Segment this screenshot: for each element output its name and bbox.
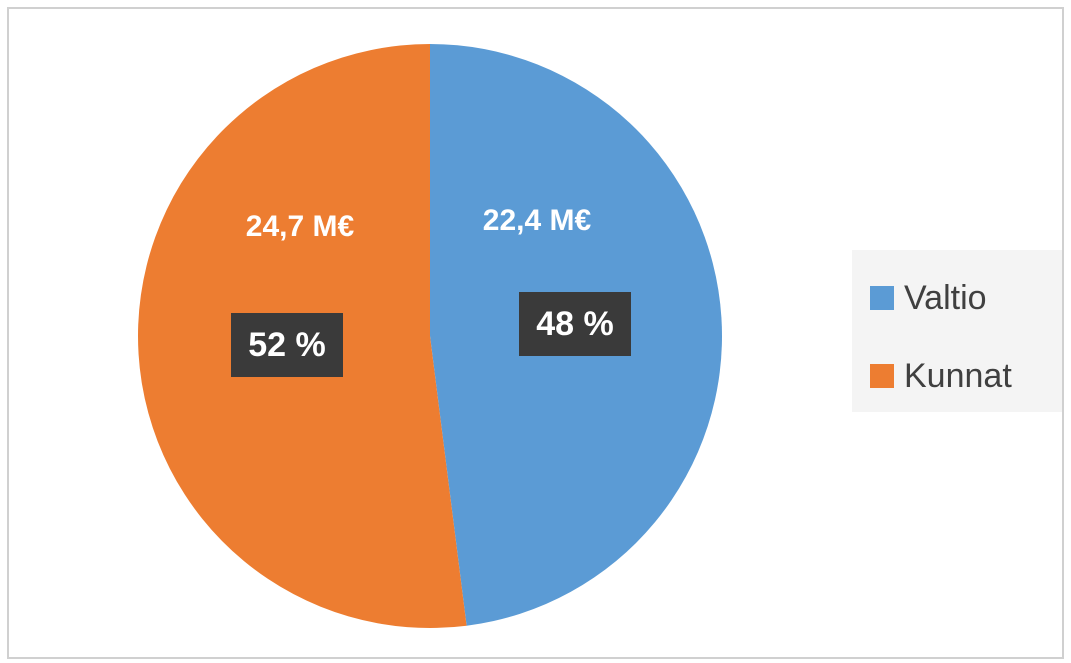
percent-label: 48 % <box>536 305 614 343</box>
amount-label: 22,4 M€ <box>483 204 592 237</box>
percent-label-box <box>519 292 631 356</box>
legend-swatch <box>870 286 894 310</box>
amount-label: 24,7 M€ <box>246 210 355 243</box>
percent-label-box <box>231 313 343 377</box>
percent-label: 52 % <box>248 326 326 364</box>
legend-label: Kunnat <box>904 357 1012 395</box>
legend-swatch <box>870 364 894 388</box>
legend-label: Valtio <box>904 279 987 317</box>
